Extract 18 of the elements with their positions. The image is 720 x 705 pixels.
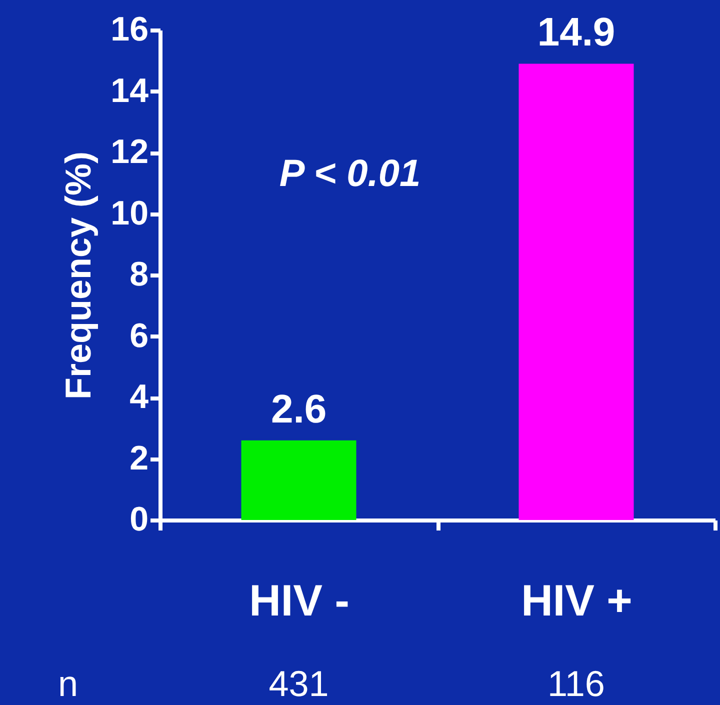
y-tick-label: 10 [110,194,148,232]
y-tick-label: 16 [110,10,148,48]
text: 431 [268,663,329,704]
text: 116 [548,663,605,704]
text: n [58,663,78,704]
y-tick-label: 4 [130,378,149,416]
y-tick-label: 12 [110,133,148,171]
annotation: P < 0.01 [279,153,421,195]
y-tick-label: 8 [130,256,148,294]
y-tick-label: 6 [130,316,148,355]
y-tick-label: 0 [130,500,148,538]
data-label: 2.6 [270,387,327,432]
data-label: 14.9 [537,10,616,55]
y-tick-label: 14 [110,72,149,110]
y-tick-label: 2 [130,439,148,478]
x-tick-label: HIV + [521,576,632,626]
y-axis-title: Frequency (%) [58,151,99,400]
x-tick-label: HIV - [249,576,350,626]
